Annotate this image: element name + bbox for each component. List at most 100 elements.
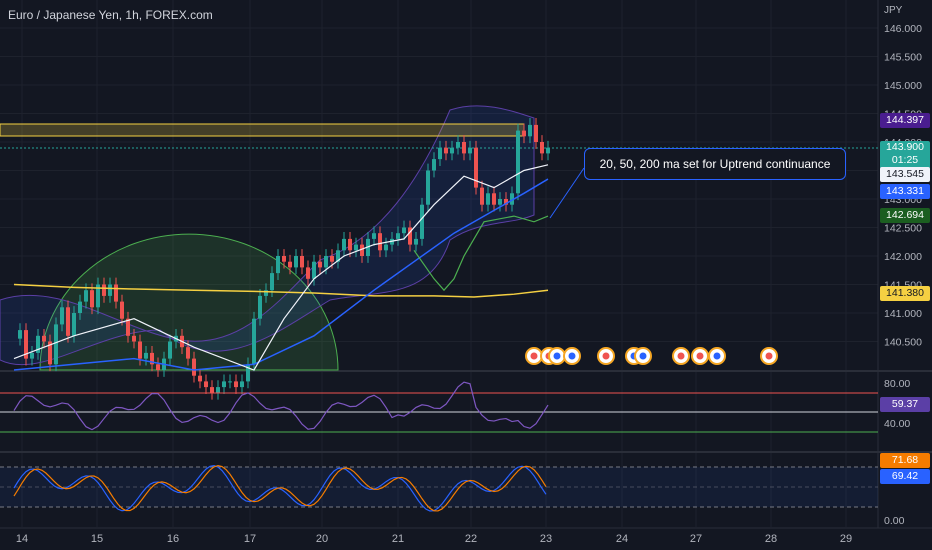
event-marker-dot: [530, 352, 538, 360]
candle-body: [420, 204, 424, 239]
price-tag: 143.545: [880, 167, 930, 182]
price-tag-value: 143.900: [886, 141, 924, 153]
price-tag-value: 143.331: [886, 185, 924, 197]
candle-body: [510, 193, 514, 205]
event-marker-dot: [602, 352, 610, 360]
candle-body: [384, 244, 388, 251]
candle-body: [534, 124, 538, 142]
candle-body: [540, 142, 544, 154]
candle-body: [330, 256, 334, 262]
stoch-d-line: [13, 464, 547, 512]
stoch-k-line: [13, 465, 547, 512]
time-tick-label: 20: [316, 533, 328, 545]
candle-body: [204, 381, 208, 388]
time-tick-label: 14: [16, 533, 28, 545]
candle-body: [306, 267, 310, 279]
candle-body: [48, 341, 52, 365]
candle-body: [522, 130, 526, 137]
countdown-value: 01:25: [891, 154, 919, 166]
candle-body: [336, 250, 340, 262]
candle-body: [294, 256, 298, 268]
candle-body: [408, 227, 412, 245]
candle-body: [30, 352, 34, 359]
time-tick-label: 29: [840, 533, 852, 545]
candle-body: [474, 147, 478, 188]
candle-body: [222, 381, 226, 388]
currency-label: JPY: [884, 5, 903, 16]
candle-body: [144, 352, 148, 359]
price-tag: 142.694: [880, 208, 930, 223]
rsi-pane: [0, 372, 880, 442]
candle-body: [192, 358, 196, 376]
price-tick-label: 145.000: [884, 80, 922, 92]
candle-body: [234, 381, 238, 388]
rsi-value-tag: 59.37: [880, 397, 930, 412]
stoch-tick-label: 0.00: [884, 515, 905, 527]
time-tick-label: 23: [540, 533, 552, 545]
candle-body: [396, 233, 400, 239]
candle-body: [372, 233, 376, 239]
event-marker-dot: [553, 352, 561, 360]
candle-body: [18, 330, 22, 339]
event-marker-dot: [713, 352, 721, 360]
candle-body: [198, 375, 202, 382]
chart-title: Euro / Japanese Yen, 1h, FOREX.com: [8, 8, 213, 22]
candle-body: [78, 301, 82, 313]
ma20-line: [13, 164, 549, 371]
annotation-callout[interactable]: 20, 50, 200 ma set for Uptrend continuan…: [584, 148, 846, 180]
candle-body: [528, 124, 532, 137]
stoch-value-tag: 69.42: [880, 469, 930, 484]
lower-band-line: [413, 215, 549, 292]
candle-body: [504, 199, 508, 205]
stoch-pane: [0, 455, 880, 527]
candle-body: [132, 335, 136, 342]
price-tag-value: 141.380: [886, 287, 924, 299]
price-tag: 143.331: [880, 184, 930, 199]
candle-body: [546, 147, 550, 154]
time-tick-label: 17: [244, 533, 256, 545]
time-tick-label: 28: [765, 533, 777, 545]
price-tick-label: 145.500: [884, 52, 922, 64]
stoch-band: [0, 467, 878, 507]
candle-body: [246, 364, 250, 382]
candle-body: [270, 273, 274, 291]
price-tag: 141.380: [880, 286, 930, 301]
candle-body: [54, 324, 58, 365]
candle-body: [324, 256, 328, 268]
candle-body: [96, 284, 100, 308]
candle-body: [84, 290, 88, 302]
candle-body: [354, 244, 358, 251]
ma200-line: [13, 283, 549, 298]
band-area: [0, 105, 535, 366]
candle-body: [264, 290, 268, 296]
price-tick-label: 142.500: [884, 223, 922, 235]
event-marker-dot: [639, 352, 647, 360]
candle-body: [210, 387, 214, 393]
time-tick-label: 24: [616, 533, 628, 545]
candle-body: [168, 341, 172, 359]
time-tick-label: 15: [91, 533, 103, 545]
candle-body: [90, 290, 94, 308]
time-tick-label: 27: [690, 533, 702, 545]
candle-body: [402, 227, 406, 234]
candle-body: [498, 199, 502, 205]
event-marker-dot: [568, 352, 576, 360]
candle-body: [462, 142, 466, 154]
candle-body: [468, 147, 472, 154]
candle-body: [516, 130, 520, 194]
time-tick-label: 16: [167, 533, 179, 545]
rsi-tick-label: 80.00: [884, 378, 910, 390]
candle-body: [360, 244, 364, 256]
candle-body: [432, 159, 436, 171]
candle-body: [72, 313, 76, 336]
time-tick-label: 21: [392, 533, 404, 545]
event-marker-dot: [677, 352, 685, 360]
ma50-line: [13, 178, 549, 371]
candle-body: [348, 238, 352, 251]
candle-body: [480, 187, 484, 205]
price-pane: [0, 0, 880, 370]
stoch-value-tag: 71.68: [880, 453, 930, 468]
candle-body: [24, 330, 28, 359]
rsi-tick-label: 40.00: [884, 418, 910, 430]
